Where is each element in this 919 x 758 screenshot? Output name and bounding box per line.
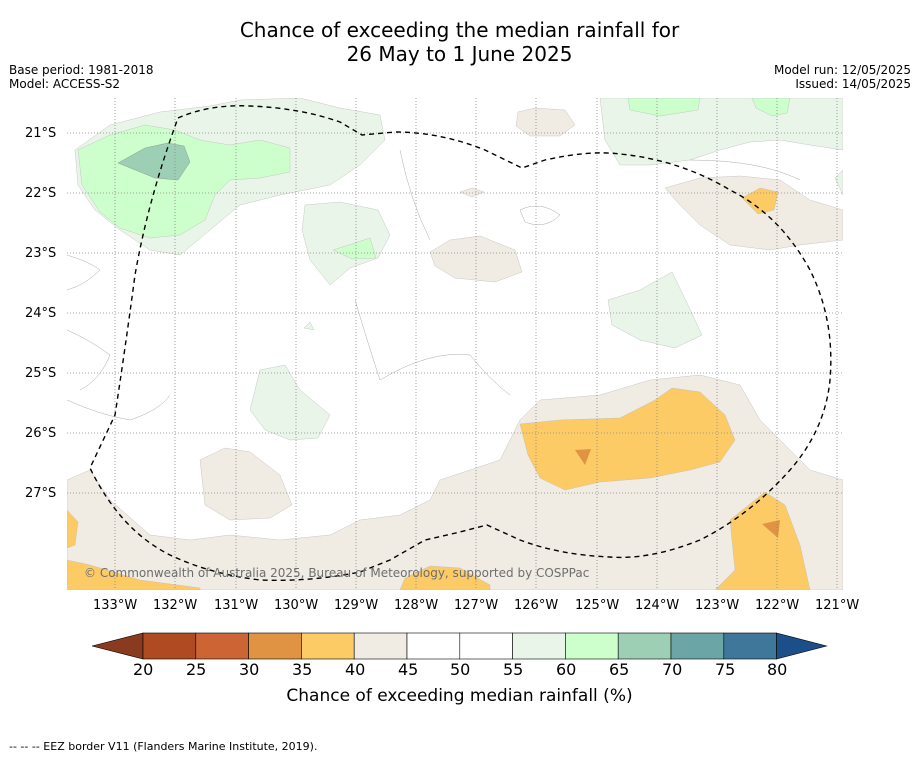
eez-border <box>89 105 832 582</box>
drier-region-southwest <box>67 559 201 590</box>
dry-region-small-west <box>199 447 293 521</box>
colorbar-tick-45: 45 <box>398 660 419 679</box>
lat-label-21s: 21°S <box>25 126 57 141</box>
lat-label-27s: 27°S <box>25 486 57 501</box>
colorbar-tick-60: 60 <box>556 660 577 679</box>
dry-region-mid <box>429 235 523 283</box>
lon-label-133w: 133°W <box>93 598 138 613</box>
lon-label-123w: 123°W <box>695 598 740 613</box>
model-name: Model: ACCESS-S2 <box>9 77 121 91</box>
dry-region-small-north <box>515 107 576 137</box>
lat-label-23s: 23°S <box>25 246 57 261</box>
colorbar-tick-50: 50 <box>450 660 471 679</box>
model-run: Model run: 12/05/2025 <box>773 63 911 77</box>
colorbar-tick-70: 70 <box>662 660 683 679</box>
lat-label-22s: 22°S <box>25 186 57 201</box>
dry-region-east <box>664 175 843 251</box>
base-period: Base period: 1981-2018 <box>9 63 154 77</box>
colorbar-tick-65: 65 <box>609 660 630 679</box>
lon-label-124w: 124°W <box>635 598 680 613</box>
title-line-2: 26 May to 1 June 2025 <box>346 42 573 66</box>
wetter-region-north-1 <box>627 98 701 117</box>
colorbar-tick-35: 35 <box>292 660 313 679</box>
wettest-region-northwest <box>117 142 191 181</box>
wetter-region-north-2 <box>751 98 791 117</box>
lon-label-125w: 125°W <box>575 598 620 613</box>
lon-label-129w: 129°W <box>334 598 379 613</box>
lat-label-25s: 25°S <box>25 366 57 381</box>
lon-label-127w: 127°W <box>454 598 499 613</box>
eez-legend-note: -- -- -- EEZ border V11 (Flanders Marine… <box>9 740 318 753</box>
meta-left: Base period: 1981-2018 Model: ACCESS-S2 <box>9 63 154 91</box>
lon-label-122w: 122°W <box>755 598 800 613</box>
map-title: Chance of exceeding the median rainfall … <box>0 18 919 66</box>
lon-label-132w: 132°W <box>153 598 198 613</box>
wetter-region-center <box>332 237 377 260</box>
colorbar-tick-20: 20 <box>133 660 154 679</box>
drier-region-east-small <box>741 187 779 215</box>
contour-lines <box>67 149 801 421</box>
wet-region-center-east <box>607 271 703 349</box>
lat-label-24s: 24°S <box>25 306 57 321</box>
graticule <box>67 98 843 590</box>
colorbar-tick-55: 55 <box>503 660 524 679</box>
copyright-notice: © Commonwealth of Australia 2025, Bureau… <box>84 566 590 580</box>
issued-date: Issued: 14/05/2025 <box>795 77 911 91</box>
meta-right: Model run: 12/05/2025 Issued: 14/05/2025 <box>774 63 911 91</box>
lon-label-126w: 126°W <box>514 598 559 613</box>
driest-spot-southeast <box>762 520 780 538</box>
lon-label-128w: 128°W <box>394 598 439 613</box>
wet-region-tiny <box>303 321 315 331</box>
map-area <box>67 98 843 590</box>
colorbar-tick-30: 30 <box>239 660 260 679</box>
colorbar-title: Chance of exceeding median rainfall (%) <box>286 686 633 706</box>
lat-label-26s: 26°S <box>25 426 57 441</box>
wet-region-center-west <box>301 201 391 286</box>
title-line-1: Chance of exceeding the median rainfall … <box>239 18 680 42</box>
colorbar-tick-40: 40 <box>345 660 366 679</box>
colorbar-tick-25: 25 <box>186 660 207 679</box>
colorbar-tick-80: 80 <box>767 660 788 679</box>
lon-label-121w: 121°W <box>815 598 860 613</box>
drier-region-center <box>519 387 736 491</box>
lon-label-131w: 131°W <box>214 598 259 613</box>
driest-spot-center <box>575 449 591 465</box>
drier-region-south-mid <box>399 565 491 590</box>
lon-label-130w: 130°W <box>274 598 319 613</box>
drier-region-west-edge <box>67 509 79 549</box>
colorbar-tick-75: 75 <box>715 660 736 679</box>
wetter-region-northwest <box>77 124 291 239</box>
dry-region-dot <box>459 187 485 198</box>
drier-region-southeast <box>714 491 811 590</box>
